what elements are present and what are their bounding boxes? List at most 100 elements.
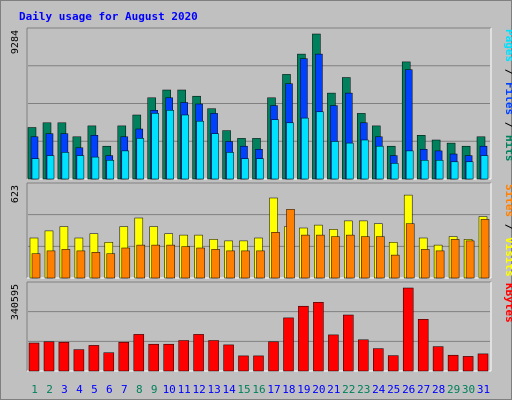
sites-bar — [346, 234, 355, 279]
sites-bar — [196, 247, 205, 279]
kbytes-bar — [298, 305, 309, 372]
sites-bar — [61, 249, 71, 279]
pages-bar — [420, 160, 429, 180]
x-tick-label: 25 — [387, 383, 400, 396]
sites-bar — [420, 249, 430, 279]
sites-bar — [376, 236, 385, 279]
x-tick-label: 12 — [192, 383, 205, 396]
sites-bar — [316, 234, 325, 279]
panel-hits-files-pages: 9284 Pages / Files / Hits — [10, 27, 512, 180]
x-tick-label: 31 — [477, 383, 490, 396]
pages-bar — [46, 155, 55, 180]
x-tick-label: 6 — [106, 383, 113, 396]
kbytes-bar — [343, 314, 354, 372]
x-tick-label: 16 — [252, 383, 265, 396]
x-tick-label: 27 — [417, 383, 430, 396]
kbytes-bar — [28, 342, 40, 372]
pages-bar — [450, 161, 459, 180]
legend-entry: Visits — [503, 237, 512, 277]
sites-bar — [241, 250, 250, 279]
kbytes-bar — [148, 343, 159, 372]
x-tick-label: 11 — [178, 383, 191, 396]
series-legend: Pages / Files / Hits — [503, 29, 512, 162]
pages-bar — [121, 150, 130, 180]
pages-bar — [241, 158, 249, 180]
kbytes-bar — [358, 339, 369, 372]
kbytes-bar — [462, 356, 474, 372]
x-tick-label: 9 — [151, 383, 158, 396]
sites-bar — [76, 250, 86, 279]
sites-bar — [435, 250, 445, 279]
kbytes-bar — [178, 340, 189, 372]
pages-bar — [435, 160, 444, 180]
pages-bar — [211, 133, 219, 180]
legend-entry: / — [503, 217, 512, 237]
legend-entry: / — [503, 62, 512, 82]
kbytes-bar — [387, 355, 399, 372]
x-tick-label: 19 — [297, 383, 310, 396]
pages-bar — [136, 138, 145, 180]
pages-bar — [405, 150, 414, 180]
kbytes-bar — [253, 355, 264, 372]
x-tick-label: 4 — [76, 383, 83, 396]
pages-bar — [465, 161, 474, 180]
x-tick-label: 18 — [282, 383, 295, 396]
kbytes-bar — [268, 341, 279, 372]
x-tick-label: 28 — [432, 383, 445, 396]
x-tick-label: 30 — [462, 383, 475, 396]
chart-title: Daily usage for August 2020 — [19, 10, 198, 23]
x-tick-label: 15 — [237, 383, 250, 396]
pages-bar — [166, 110, 174, 180]
pages-bar — [331, 141, 339, 180]
pages-bar — [226, 152, 234, 180]
pages-bar — [76, 155, 85, 180]
sites-bar — [136, 244, 146, 279]
y-axis-max-label: 340595 — [10, 284, 21, 320]
x-tick-label: 24 — [372, 383, 386, 396]
kbytes-bar — [58, 341, 70, 372]
pages-bar — [106, 160, 115, 180]
x-tick-label: 20 — [312, 383, 325, 396]
sites-bar — [166, 244, 175, 279]
pages-bar — [151, 113, 159, 180]
pages-bar — [196, 120, 204, 180]
kbytes-bar — [43, 341, 55, 372]
sites-bar — [91, 252, 101, 279]
sites-bar — [331, 236, 340, 279]
kbytes-bar — [103, 352, 115, 372]
legend-entry: KBytes — [503, 283, 512, 323]
pages-bar — [271, 119, 279, 180]
pages-bar — [361, 139, 369, 180]
x-tick-label: 29 — [447, 383, 460, 396]
kbytes-bar — [88, 345, 100, 372]
legend-entry: Files — [503, 82, 512, 115]
pages-bar — [301, 117, 309, 180]
x-tick-label: 2 — [46, 383, 53, 396]
x-tick-label: 23 — [357, 383, 370, 396]
sites-bar — [181, 246, 190, 279]
kbytes-bar — [208, 340, 219, 372]
x-tick-label: 21 — [327, 383, 340, 396]
kbytes-bar — [432, 346, 444, 372]
x-tick-label: 14 — [222, 383, 236, 396]
x-tick-label: 22 — [342, 383, 355, 396]
y-axis-max-label: 9284 — [10, 30, 21, 54]
kbytes-bar — [313, 302, 324, 372]
sites-bar — [301, 234, 310, 279]
kbytes-bar — [238, 355, 249, 372]
series-legend: Sites / Visits — [503, 184, 512, 277]
pages-bar — [31, 158, 40, 180]
x-tick-label: 5 — [91, 383, 98, 396]
panel-kbytes: 340595 KBytes — [10, 281, 512, 372]
pages-bar — [346, 142, 354, 180]
pages-bar — [480, 155, 489, 180]
sites-bar — [211, 249, 220, 279]
kbytes-bar — [223, 344, 234, 372]
pages-bar — [181, 114, 189, 180]
pages-bar — [390, 163, 399, 180]
kbytes-bar — [402, 287, 414, 372]
kbytes-bar — [133, 334, 145, 372]
sites-bar — [106, 253, 116, 279]
